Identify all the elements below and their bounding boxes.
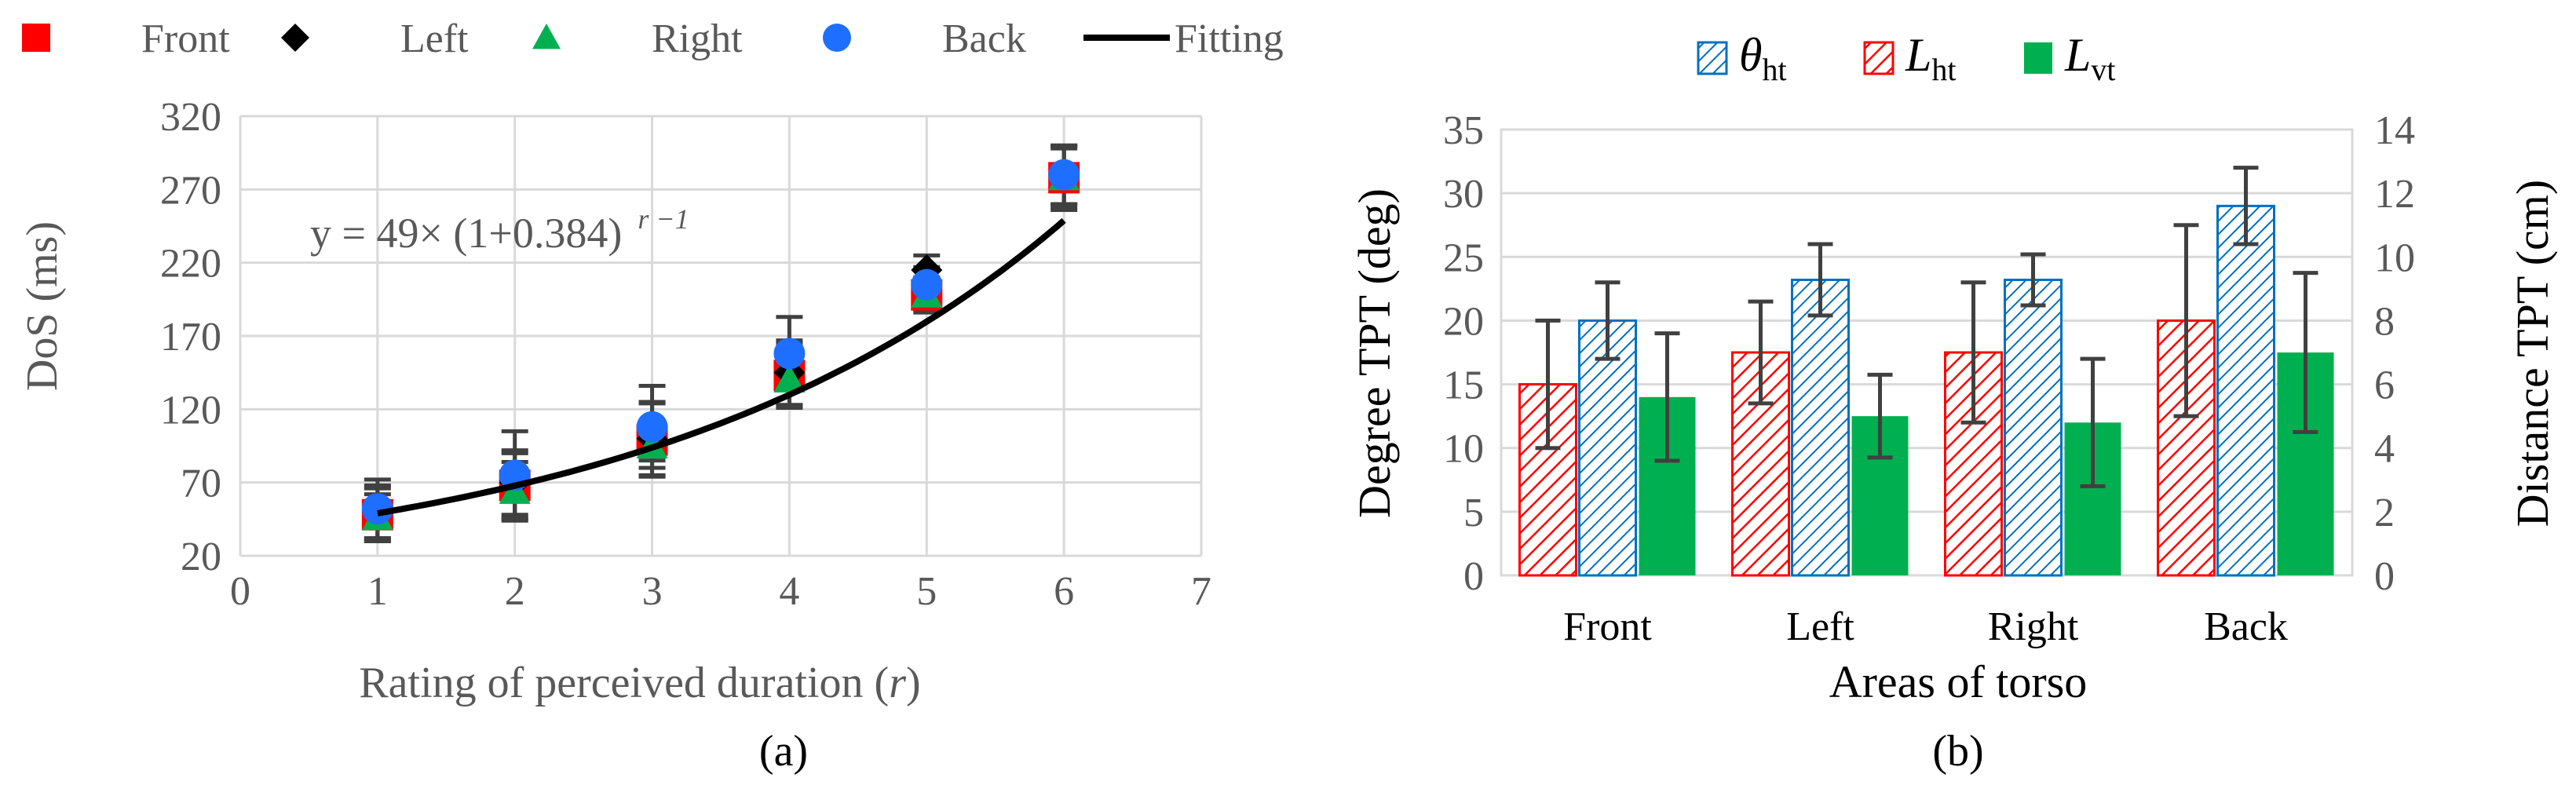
x-axis-label-a: Rating of perceived duration (r) [359, 659, 920, 707]
y-axis-label-a: DoS (ms) [18, 221, 67, 391]
y-tick-label-right: 6 [2374, 363, 2395, 408]
data-point-right [773, 364, 806, 392]
legend-label-back: Back [942, 16, 1026, 61]
bars-b [1518, 204, 2334, 577]
y-tick-label: 70 [181, 462, 221, 506]
plot-border [1500, 128, 2354, 577]
fitting-curve [377, 217, 1066, 517]
bar-l_ht [1518, 383, 1577, 577]
legend-label-0: θht [1739, 29, 1787, 87]
x-tick-label: 6 [1054, 569, 1074, 614]
x-tick-label: 2 [505, 569, 525, 614]
y-tick-label: 170 [160, 315, 221, 360]
legend-swatch-2 [2024, 42, 2052, 74]
y-tick-label-right: 2 [2374, 491, 2395, 535]
bar-theta_ht [1578, 319, 1637, 577]
y-tick-label-left: 20 [1443, 299, 1484, 344]
y-tick-label: 20 [181, 535, 221, 579]
x-tick-label: Back [2204, 604, 2288, 649]
x-tick-label: 1 [367, 569, 388, 614]
y-tick-label-right: 12 [2374, 172, 2415, 217]
x-tick-label: Right [1988, 604, 2079, 649]
y-tick-label-left: 15 [1443, 363, 1484, 408]
bar-theta_ht [2004, 278, 2063, 577]
panel-a: Front Left Right Back Fitting 20701201702202… [18, 16, 1284, 776]
y-tick-label-left: 0 [1463, 554, 1484, 599]
legend-label-right: Right [652, 16, 743, 61]
y-tick-label-right: 14 [2374, 108, 2415, 153]
legend-swatch-1 [1863, 41, 1895, 75]
x-tick-label: Left [1786, 604, 1854, 649]
y-tick-label-left: 30 [1443, 172, 1484, 217]
y-tick-label-right: 4 [2374, 427, 2395, 472]
x-tick-label: 5 [916, 569, 937, 614]
equation: y = 49× (1+0.384) r −1 [310, 203, 689, 257]
bar-theta_ht [1791, 278, 1850, 577]
x-tick-label: 3 [642, 569, 663, 614]
legend-label-1: Lht [1905, 29, 1957, 87]
data-point-back [911, 268, 943, 301]
x-tick-label: 4 [779, 569, 799, 614]
ticks-a: 20 70 120 170 220 270 320 0 1 2 3 4 5 6 7 [160, 95, 1211, 614]
y-axis-label-left-b: Degree TPT (deg) [1349, 188, 1400, 518]
legend-label-left: Left [400, 16, 469, 61]
data-point-back [361, 493, 393, 525]
legend-swatch-right [532, 24, 561, 49]
x-tick-label: 0 [230, 569, 250, 614]
x-tick-label: 7 [1191, 569, 1211, 614]
bar-theta_ht [2216, 204, 2275, 577]
legend-swatch-0 [1697, 41, 1728, 75]
legend-label-front: Front [141, 16, 230, 61]
legend-label-fitting: Fitting [1175, 16, 1284, 61]
y-tick-label: 270 [160, 168, 221, 213]
data-point-back [773, 338, 806, 370]
y-tick-label: 120 [160, 388, 221, 433]
legend-swatch-back [823, 24, 851, 52]
ticks-b: 0 5 10 15 20 25 30 35 0 2 4 6 8 10 12 14 Front Left Right B… [1443, 108, 2415, 649]
y-axis-label-right-b: Distance TPT (cm) [2507, 180, 2558, 527]
y-tick-label-left: 35 [1443, 108, 1484, 153]
y-tick-label-left: 25 [1443, 236, 1484, 280]
legend-swatch-left [281, 24, 309, 52]
legend-label-2: Lvt [2064, 29, 2116, 87]
y-tick-label-right: 10 [2374, 236, 2415, 280]
y-tick-label-left: 5 [1463, 491, 1484, 535]
legend-b: θht Lht Lvt [1697, 29, 2116, 87]
equation-exponent: r −1 [638, 203, 689, 235]
equation-main: y = 49× (1+0.384) [310, 210, 622, 257]
y-tick-label-right: 0 [2374, 554, 2395, 599]
y-tick-label: 320 [160, 95, 221, 140]
y-tick-label: 220 [160, 242, 221, 287]
panel-b: θht Lht Lvt 0 5 10 15 20 25 30 35 0 2 4 6 8 10 12 14 Front… [1349, 29, 2558, 776]
y-tick-label-left: 10 [1443, 427, 1484, 472]
panel-label-b: (b) [1932, 727, 1983, 776]
panel-label-a: (a) [759, 727, 808, 776]
data-point-back [636, 411, 668, 443]
x-tick-label: Front [1563, 604, 1652, 649]
legend-a: Front Left Right Back Fitting [22, 16, 1284, 61]
error-bars-b [1535, 166, 2318, 488]
legend-swatch-front [22, 24, 50, 52]
data-point-back [1048, 159, 1080, 191]
y-tick-label-right: 8 [2374, 299, 2395, 344]
x-axis-label-b: Areas of torso [1829, 656, 2088, 707]
